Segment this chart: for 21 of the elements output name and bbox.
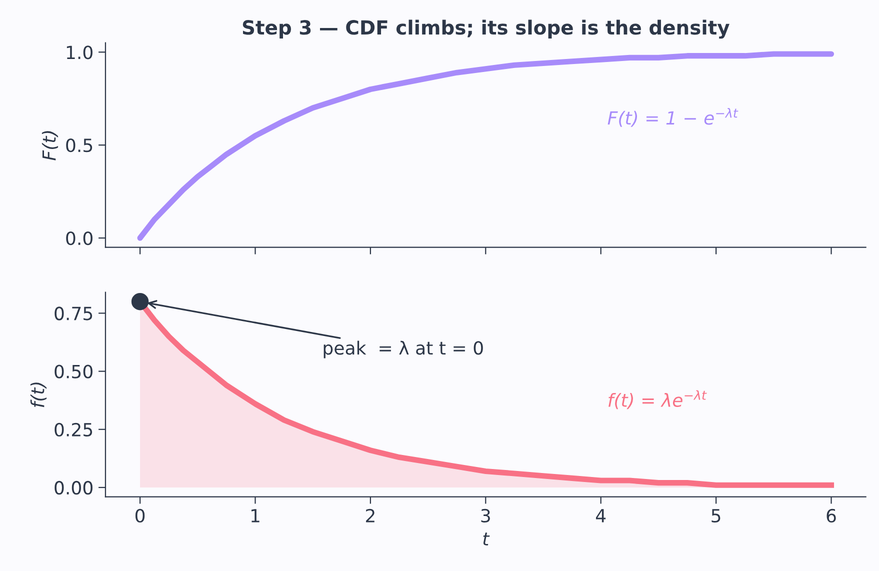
x-tick-label: 6 bbox=[826, 508, 836, 523]
y-tick-label: 0.5 bbox=[66, 138, 92, 152]
y-tick-label: 0.25 bbox=[54, 422, 92, 436]
x-axis-title: t bbox=[483, 532, 490, 546]
x-tick-label: 0 bbox=[135, 508, 145, 523]
annotation: f(t) = λe$^{−λt}$ bbox=[608, 390, 707, 410]
y-tick-label: 0.75 bbox=[54, 306, 92, 320]
y-tick-label: 0.50 bbox=[54, 364, 92, 378]
x-tick-label: 4 bbox=[596, 509, 606, 522]
x-tick-label: 1 bbox=[251, 509, 260, 522]
x-tick-label: 2 bbox=[366, 508, 374, 522]
annotation: F(t) = 1 − e$^{−λt}$ bbox=[608, 108, 738, 127]
y-tick-label: 1.0 bbox=[66, 46, 92, 60]
x-tick-label: 5 bbox=[712, 509, 720, 523]
y-axis-title: f(t) bbox=[30, 382, 47, 408]
annotation: peak = λ at t = 0 bbox=[324, 340, 483, 358]
y-tick-label: 0.0 bbox=[66, 231, 92, 246]
chart-title: Step 3 — CDF climbs; its slope is the density bbox=[242, 20, 730, 39]
y-tick-label: 0.00 bbox=[54, 480, 92, 495]
x-tick-label: 3 bbox=[481, 508, 490, 523]
y-axis-title: F(t) bbox=[42, 131, 58, 160]
